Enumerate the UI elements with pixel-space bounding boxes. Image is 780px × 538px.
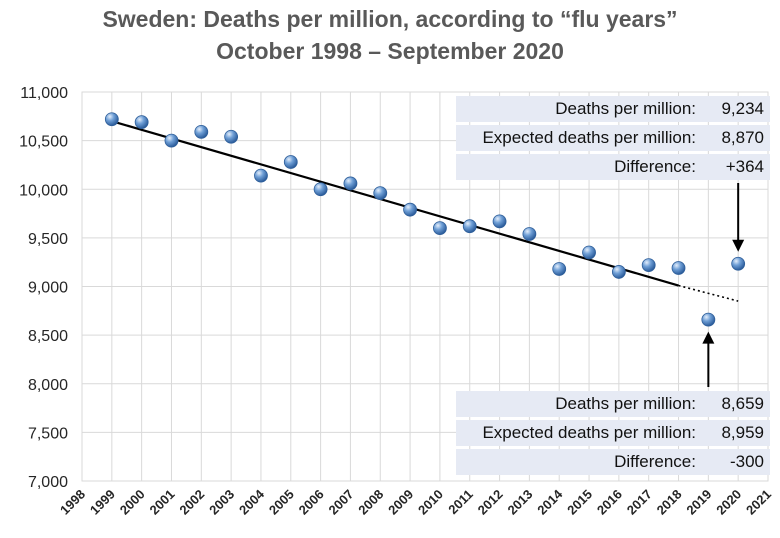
x-tick-label: 2013 <box>504 487 535 518</box>
x-tick-label: 2008 <box>355 487 386 518</box>
data-point-2016 <box>611 265 626 279</box>
y-tick-label: 9,500 <box>28 231 68 248</box>
x-tick-label: 2001 <box>147 487 178 518</box>
annotation-row: Difference: +364 <box>456 154 770 180</box>
x-tick-label: 2004 <box>236 486 268 518</box>
annotation-row: Deaths per million: 8,659 <box>456 391 770 417</box>
x-tick-label: 2002 <box>176 487 207 518</box>
x-tick-label: 2012 <box>475 487 506 518</box>
annotation-row: Expected deaths per million: 8,959 <box>456 420 770 446</box>
grid-lines <box>81 91 769 482</box>
annotation-value: 8,959 <box>721 423 764 442</box>
data-point-2000 <box>134 115 149 130</box>
arrow-2019-head <box>702 331 715 344</box>
x-tick-label: 2005 <box>266 487 297 518</box>
x-tick-label: 2017 <box>624 487 655 518</box>
annotation-label: Difference: <box>614 452 696 471</box>
arrow-2020-head <box>732 239 745 252</box>
x-tick-label: 2003 <box>206 487 237 518</box>
annotation-value: 8,659 <box>721 394 764 413</box>
y-tick-label: 7,000 <box>28 474 68 491</box>
annotation-label: Expected deaths per million: <box>482 128 696 147</box>
data-point-2006 <box>313 182 328 197</box>
annotation-row: Difference: -300 <box>456 449 770 475</box>
annotation-arrows <box>702 183 745 387</box>
data-point-2018 <box>671 261 686 275</box>
x-tick-label: 2009 <box>385 487 416 518</box>
x-tick-label: 2020 <box>713 487 744 518</box>
annotation-value: 8,870 <box>721 128 764 147</box>
data-point-2003 <box>224 129 239 144</box>
annotation-row: Expected deaths per million: 8,870 <box>456 125 770 151</box>
annotation-value: +364 <box>725 157 764 176</box>
y-tick-label: 10,000 <box>19 182 68 199</box>
data-point-2009 <box>403 202 417 217</box>
y-tick-label: 9,000 <box>28 280 68 297</box>
data-point-2002 <box>194 124 209 139</box>
y-tick-label: 8,500 <box>28 328 68 345</box>
annotation-label: Expected deaths per million: <box>482 423 696 442</box>
trend-line <box>111 120 739 302</box>
annotation-label: Deaths per million: <box>555 99 696 118</box>
x-tick-label: 2015 <box>564 487 595 518</box>
x-tick-label: 1998 <box>57 487 88 518</box>
data-point-2019 <box>701 312 716 327</box>
x-tick-label: 2000 <box>117 487 148 518</box>
annotation-value: 9,234 <box>721 99 764 118</box>
y-tick-label: 8,000 <box>28 377 68 394</box>
trend-line-dotted <box>678 284 739 302</box>
x-tick-label: 1999 <box>87 487 118 518</box>
data-point-2012 <box>492 214 507 229</box>
x-tick-label: 2018 <box>654 487 685 518</box>
data-point-2007 <box>343 176 358 191</box>
x-tick-label: 2021 <box>743 487 774 518</box>
annotation-box-2020: Deaths per million: 9,234 Expected deaths … <box>456 96 770 183</box>
y-tick-label: 11,000 <box>20 85 68 102</box>
x-tick-label: 2016 <box>594 487 625 518</box>
data-point-2017 <box>641 258 656 273</box>
x-tick-label: 2007 <box>325 487 356 518</box>
data-point-2010 <box>433 221 447 236</box>
chart-subtitle: October 1998 – September 2020 <box>216 38 564 64</box>
data-point-2020 <box>731 256 746 271</box>
data-point-2005 <box>283 155 298 169</box>
annotation-label: Difference: <box>614 157 696 176</box>
data-point-1999 <box>104 112 119 127</box>
x-tick-label: 2019 <box>683 487 714 518</box>
annotation-label: Deaths per million: <box>555 394 696 413</box>
annotation-box-2019: Deaths per million: 8,659 Expected deaths … <box>456 391 770 478</box>
data-point-2008 <box>373 186 388 201</box>
data-point-2001 <box>164 133 179 148</box>
data-point-2013 <box>522 227 537 241</box>
y-tick-label: 7,500 <box>28 425 68 442</box>
annotation-row: Deaths per million: 9,234 <box>456 96 770 122</box>
data-point-2011 <box>462 219 477 234</box>
x-tick-label: 2006 <box>296 487 327 518</box>
data-point-2004 <box>254 168 268 183</box>
x-tick-label: 2010 <box>415 487 446 518</box>
trend-line-solid <box>111 120 679 287</box>
data-points <box>104 112 746 327</box>
x-tick-label: 2011 <box>445 487 476 518</box>
y-tick-label: 10,500 <box>19 134 68 151</box>
chart-title: Sweden: Deaths per million, according to… <box>102 6 678 32</box>
data-point-2015 <box>582 245 596 260</box>
data-point-2014 <box>552 262 567 276</box>
x-tick-label: 2014 <box>534 486 566 518</box>
annotation-value: -300 <box>729 452 764 471</box>
